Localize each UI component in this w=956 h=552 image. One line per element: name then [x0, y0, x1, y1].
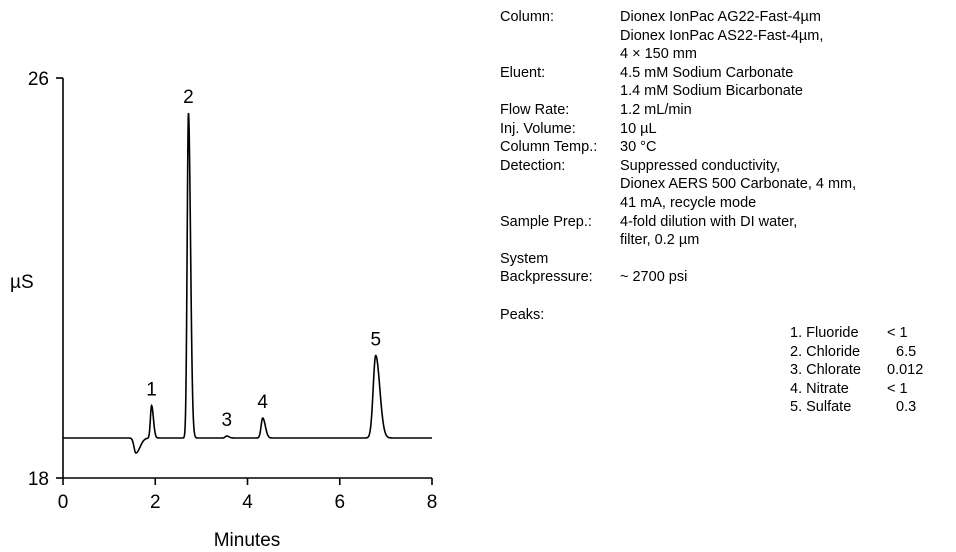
y-tick-label: 26 [28, 69, 49, 90]
x-tick-label: 0 [58, 492, 69, 513]
condition-values: 4.5 mM Sodium Carbonate 1.4 mM Sodium Bic… [620, 64, 950, 101]
condition-row: Eluent: 4.5 mM Sodium Carbonate 1.4 mM Sod… [500, 64, 950, 101]
condition-row: System [500, 250, 950, 269]
peak-value: < 1 [887, 380, 908, 397]
condition-label: Flow Rate: [500, 101, 570, 118]
peak-name: 2. Chloride [790, 343, 861, 360]
x-tick-label: 8 [427, 492, 438, 513]
x-tick-label: 4 [242, 492, 253, 513]
method-conditions: Column: Dionex IonPac AG22-Fast-4µm Dionex… [500, 8, 950, 417]
peak-row: 3. Chlorate 0.012 [790, 361, 950, 380]
peak-value: 0.3 [896, 399, 917, 416]
peak-labels: 1 2 3 4 5 [146, 87, 381, 431]
condition-label: System [500, 250, 549, 267]
condition-row: Column: Dionex IonPac AG22-Fast-4µm Dionex… [500, 8, 950, 64]
condition-value: ~ 2700 psi [620, 269, 688, 286]
condition-label: Eluent: [500, 64, 546, 81]
condition-label: Sample Prep.: [500, 213, 592, 230]
peak-label: 2 [183, 87, 194, 108]
peak-name: 3. Chlorate [790, 362, 861, 379]
peak-label: 4 [257, 392, 268, 413]
condition-value: 41 mA, recycle mode [620, 194, 757, 211]
condition-value: Suppressed conductivity, [620, 157, 781, 174]
condition-row: Flow Rate: 1.2 mL/min [500, 101, 950, 120]
chromatogram-chart: 0 2 4 6 8 18 26 1 2 3 4 5 µS Minutes [10, 69, 437, 551]
y-axis-label: µS [10, 272, 34, 293]
chromatogram-trace [63, 112, 432, 454]
condition-value: Dionex IonPac AS22-Fast-4µm, [620, 27, 824, 44]
condition-values: ~ 2700 psi [620, 268, 950, 287]
x-tick-label: 2 [150, 492, 161, 513]
x-tick-label: 6 [334, 492, 345, 513]
peak-list: 1. Fluoride < 1 2. Chloride 6.5 3. Chlorate 0… [790, 324, 950, 417]
chart-axes [62, 78, 432, 479]
peak-row: 1. Fluoride < 1 [790, 324, 950, 343]
condition-row: Sample Prep.: 4-fold dilution with DI wat… [500, 213, 950, 250]
condition-value: 1.4 mM Sodium Bicarbonate [620, 83, 803, 100]
condition-values: 1.2 mL/min [620, 101, 950, 120]
condition-row: Column Temp.: 30 °C [500, 138, 950, 157]
condition-values: Dionex IonPac AG22-Fast-4µm Dionex IonPac… [620, 8, 950, 64]
condition-values: 30 °C [620, 138, 950, 157]
peak-name: 4. Nitrate [790, 380, 849, 397]
peak-label: 3 [221, 410, 232, 431]
condition-value: 4.5 mM Sodium Carbonate [620, 64, 794, 81]
peaks-label: Peaks: [500, 306, 545, 323]
condition-value: 10 µL [620, 120, 657, 137]
condition-value: 30 °C [620, 139, 657, 156]
condition-row: Backpressure: ~ 2700 psi [500, 268, 950, 287]
condition-value: Dionex IonPac AG22-Fast-4µm [620, 9, 821, 25]
peak-value: < 1 [887, 325, 908, 342]
chart-ticks: 0 2 4 6 8 18 26 [28, 69, 437, 513]
condition-value: 4 × 150 mm [620, 46, 697, 63]
condition-values: 4-fold dilution with DI water, filter, 0.… [620, 213, 950, 250]
condition-value: 4-fold dilution with DI water, [620, 213, 798, 230]
peak-row: 4. Nitrate < 1 [790, 380, 950, 399]
x-axis-label: Minutes [214, 530, 281, 551]
condition-label: Backpressure: [500, 269, 593, 286]
condition-row: Inj. Volume: 10 µL [500, 120, 950, 139]
condition-values: Suppressed conductivity, Dionex AERS 500 … [620, 157, 950, 213]
peak-value: 0.012 [887, 362, 924, 379]
condition-label: Inj. Volume: [500, 120, 576, 137]
peak-value: 6.5 [896, 343, 917, 360]
condition-value: filter, 0.2 µm [620, 232, 700, 249]
condition-label: Column: [500, 9, 554, 25]
condition-label: Column Temp.: [500, 139, 598, 156]
condition-label: Detection: [500, 157, 566, 174]
peak-name: 1. Fluoride [790, 325, 859, 342]
condition-row: Detection: Suppressed conductivity, Dionex… [500, 157, 950, 213]
condition-values [620, 250, 950, 269]
peak-row: 2. Chloride 6.5 [790, 343, 950, 362]
peak-name: 5. Sulfate [790, 399, 852, 416]
condition-values: 10 µL [620, 120, 950, 139]
y-tick-label: 18 [28, 469, 49, 490]
condition-value: Dionex AERS 500 Carbonate, 4 mm, [620, 176, 857, 193]
condition-value [620, 250, 950, 269]
peak-label: 1 [146, 380, 157, 401]
peak-row: 5. Sulfate 0.3 [790, 398, 950, 417]
peak-label: 5 [370, 330, 381, 351]
condition-value: 1.2 mL/min [620, 101, 692, 118]
